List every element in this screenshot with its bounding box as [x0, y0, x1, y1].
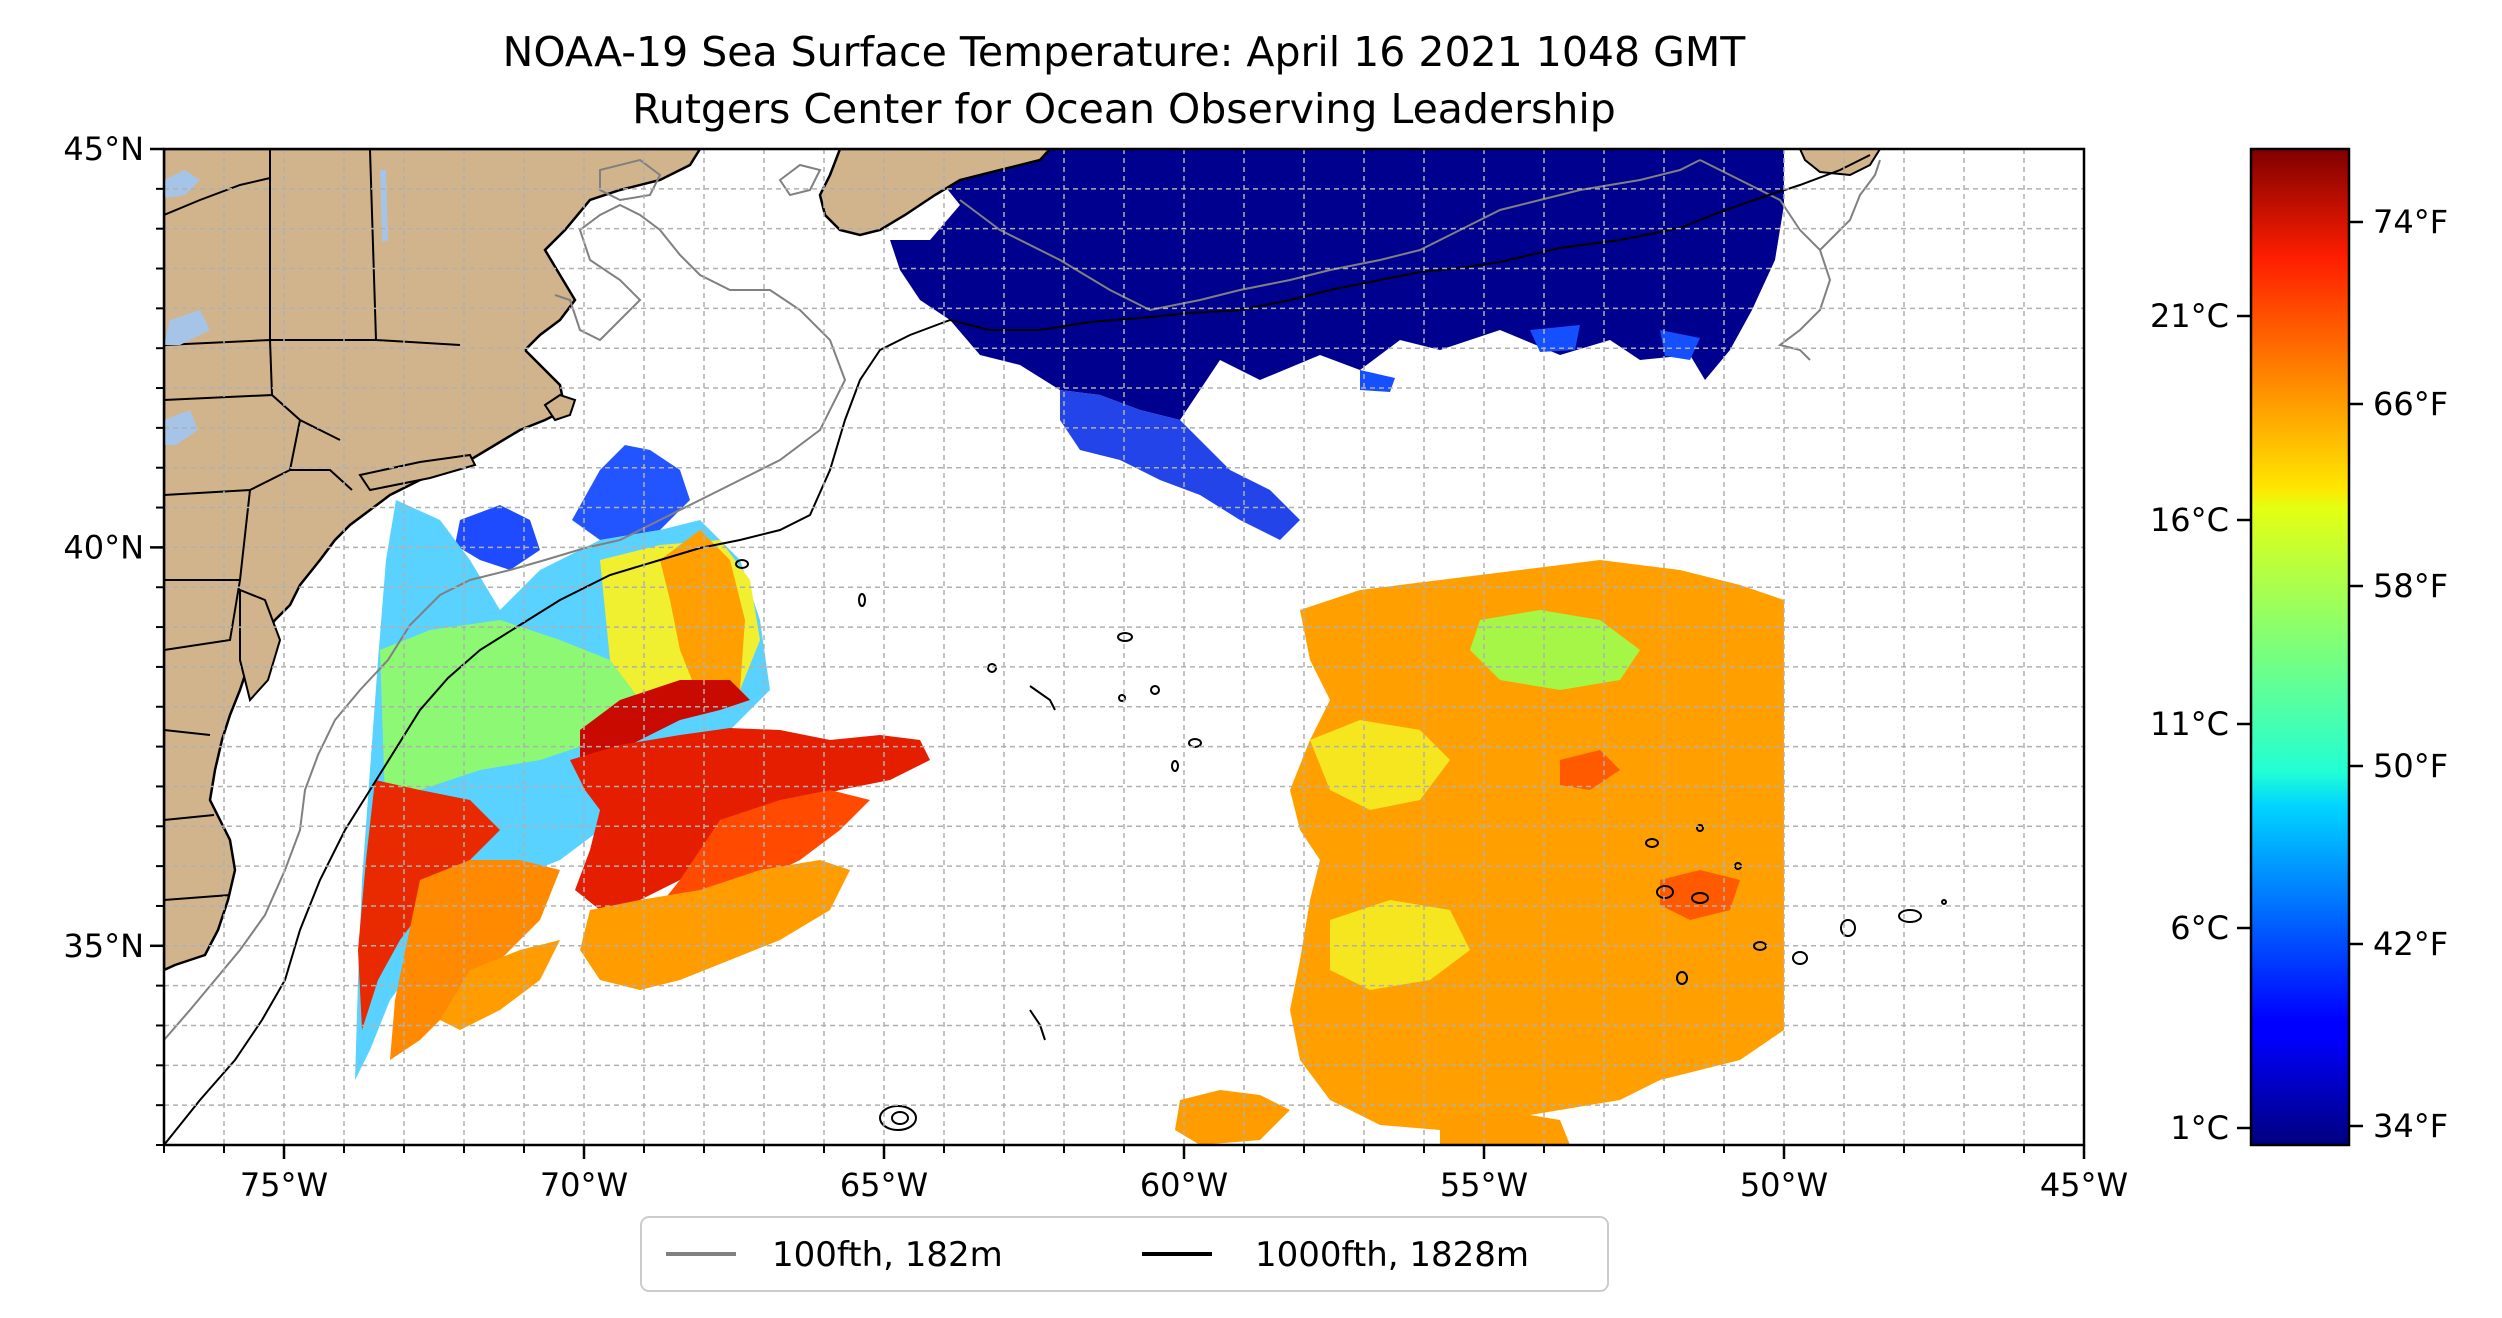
sst-blue-slope: [572, 445, 690, 540]
sst-east-yellow-2: [1330, 900, 1470, 990]
legend-label-100fth: 100fth, 182m: [772, 1235, 1003, 1275]
sst-east-red-spots: [1560, 750, 1740, 920]
x-tick-label: 70°W: [540, 1166, 628, 1204]
cape-cod: [543, 393, 577, 422]
legend-box: [640, 1216, 1609, 1292]
delmarva: [239, 588, 282, 703]
colorbar-frame: [2249, 147, 2351, 1147]
lakes: [164, 170, 388, 445]
sst-cold-spots: [1360, 325, 1700, 392]
celsius-tick-label: 21°C: [2150, 297, 2229, 335]
fahrenheit-tick-label: 58°F: [2373, 567, 2448, 605]
y-tick-label: 35°N: [63, 927, 144, 965]
newfoundland-edge: [1798, 149, 1882, 177]
sst-east-swath: [1290, 560, 1784, 1130]
x-tick-label: 45°W: [2040, 1166, 2128, 1204]
celsius-tick-label: 11°C: [2150, 705, 2229, 743]
sst-south-orange: [580, 860, 850, 990]
land-layer: [164, 149, 1882, 972]
x-tick-label: 55°W: [1440, 1166, 1528, 1204]
bathymetry-contours: [164, 154, 1947, 1145]
sst-data-layer: [355, 149, 1784, 1145]
sst-orange-filament: [660, 530, 745, 700]
sst-cold-region: [840, 149, 1784, 420]
legend-label-1000fth: 1000fth, 1828m: [1255, 1235, 1529, 1275]
nova-scotia: [818, 149, 1052, 237]
map-panel: 75°W 70°W 65°W 60°W 55°W 50°W 45°W 35°N 40°N 45°…: [63, 130, 2128, 1204]
sst-green-band: [380, 620, 640, 800]
fahrenheit-tick-label: 50°F: [2373, 747, 2448, 785]
north-america-coast: [164, 149, 702, 972]
celsius-tick-label: 16°C: [2150, 501, 2229, 539]
x-tick-label: 50°W: [1740, 1166, 1828, 1204]
colorbar: 21°C 16°C 11°C 6°C 1°C 74°F 66°F 58°F 50°F 42°F 3…: [2150, 147, 2448, 1147]
sst-west-orange: [390, 860, 560, 1060]
fahrenheit-tick-label: 42°F: [2373, 925, 2448, 963]
fahrenheit-tick-label: 74°F: [2373, 203, 2448, 241]
map-title: NOAA-19 Sea Surface Temperature: April 1…: [503, 28, 1747, 76]
sst-east-green: [1470, 610, 1640, 690]
celsius-tick-label: 6°C: [2170, 909, 2229, 947]
sst-blue-shelf: [455, 505, 540, 570]
long-island: [358, 453, 477, 492]
y-tick-label: 40°N: [63, 528, 144, 566]
fahrenheit-tick-label: 34°F: [2373, 1107, 2448, 1145]
contour-legend: 100fth, 182m 1000fth, 1828m: [640, 1216, 1609, 1292]
sst-east-yellow: [1310, 720, 1450, 810]
map-subtitle: Rutgers Center for Ocean Observing Leade…: [632, 85, 1616, 133]
fahrenheit-tick-label: 66°F: [2373, 385, 2448, 423]
x-tick-label: 60°W: [1140, 1166, 1228, 1204]
x-tick-label: 75°W: [240, 1166, 328, 1204]
sst-southern-patch: [1175, 1090, 1290, 1145]
x-tick-label: 65°W: [840, 1166, 928, 1204]
celsius-tick-label: 1°C: [2170, 1109, 2229, 1147]
gridlines: [164, 149, 2084, 1145]
latitude-axis: 35°N 40°N 45°N: [63, 130, 164, 1146]
y-tick-label: 45°N: [63, 130, 144, 168]
contour-100fth: [164, 158, 1881, 1041]
colorbar-gradient: [2251, 149, 2349, 1145]
contour-1000fth: [164, 154, 1871, 1145]
sst-southern-patch-2: [1440, 1110, 1570, 1145]
state-borders: [164, 149, 461, 901]
colorbar-fahrenheit-ticks: 74°F 66°F 58°F 50°F 42°F 34°F: [2349, 203, 2448, 1145]
colorbar-celsius-ticks: 21°C 16°C 11°C 6°C 1°C: [2150, 297, 2251, 1147]
longitude-axis: 75°W 70°W 65°W 60°W 55°W 50°W 45°W: [163, 1145, 2128, 1204]
